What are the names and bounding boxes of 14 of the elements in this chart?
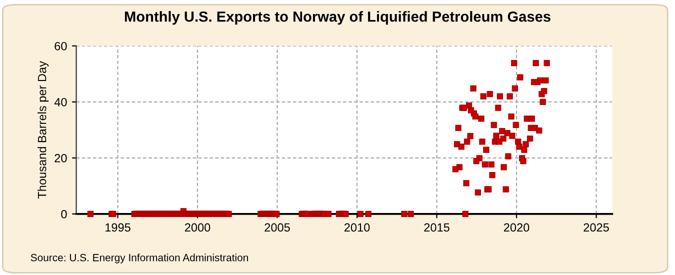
x-tick-label: 2000: [184, 223, 210, 232]
x-tick-label: 2025: [584, 223, 609, 232]
y-tick-label: 60: [54, 42, 67, 50]
y-tick-label: 0: [61, 210, 67, 218]
source-note: Source: U.S. Energy Information Administration: [30, 254, 248, 264]
x-tick-label: 1995: [106, 223, 130, 232]
x-tick-label: 2010: [344, 223, 370, 232]
chart-title: Monthly U.S. Exports to Norway of Liquified Petroleum Gases: [124, 11, 550, 25]
x-tick-label: 2015: [424, 223, 450, 232]
y-tick-label: 20: [54, 154, 67, 162]
y-axis-title: Thousand Barrels per Day: [38, 61, 49, 199]
x-tick-label: 2020: [504, 223, 530, 232]
x-tick-label: 2005: [264, 223, 290, 232]
y-tick-label: 40: [54, 98, 67, 106]
